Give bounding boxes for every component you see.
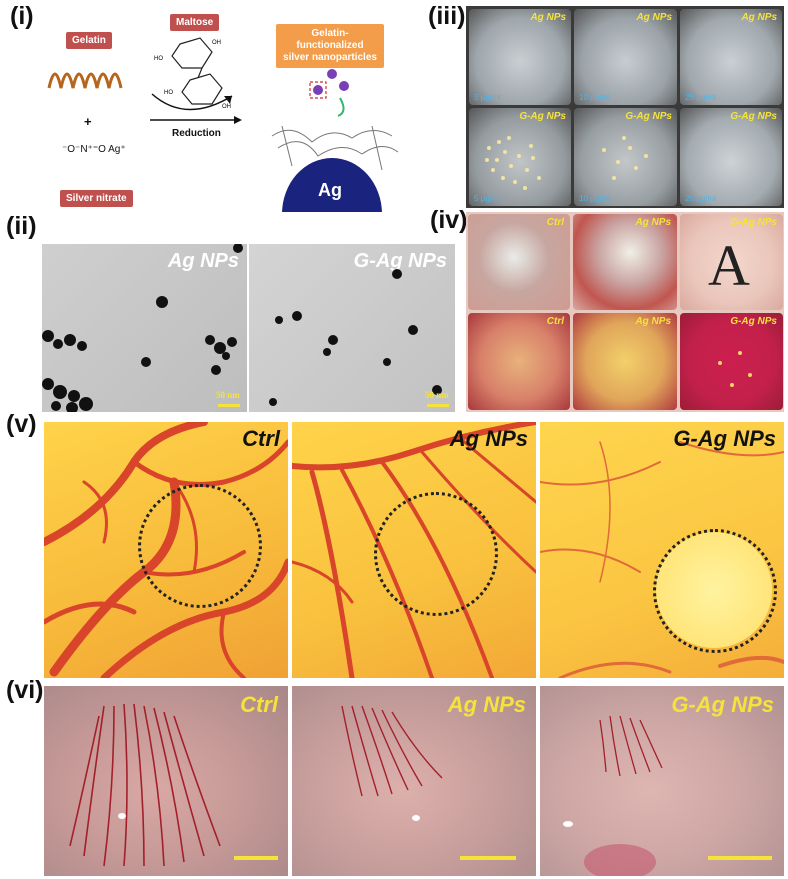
- dish-ag-25: Ag NPs 25 μg/ml: [680, 9, 782, 105]
- reduction-label: Reduction: [172, 128, 221, 139]
- letter-a: A: [708, 233, 750, 298]
- cam-ag: Ag NPs: [292, 422, 536, 678]
- ag-label: Ag: [318, 180, 342, 200]
- svg-text:HO: HO: [164, 90, 173, 96]
- panel-label-iv: (iv): [430, 206, 468, 234]
- product-tag: Gelatin-functionalized silver nanopartic…: [276, 24, 384, 68]
- colonies-dense-icon: [485, 136, 541, 190]
- vessels-sparse-icon: [540, 441, 784, 678]
- dish-gag-10: G-Ag NPs 10 μg/ml: [574, 108, 677, 206]
- svg-text:HO: HO: [154, 56, 163, 62]
- wound-ctrl: Ctrl: [468, 214, 570, 310]
- nitrate-formula: ⁻O⁻N⁺⁼O Ag⁺: [62, 144, 126, 155]
- circle-ag: [374, 492, 498, 616]
- silver-nanoparticle-icon: [271, 69, 399, 212]
- tem-ag-particles-icon: [42, 244, 243, 412]
- scale-bar-vi-ctrl: [234, 856, 278, 860]
- wound-ag: Ag NPs: [573, 214, 677, 310]
- wound-gag: G-Ag NPs A: [680, 214, 783, 310]
- plus-sign: +: [84, 114, 92, 129]
- cam-gag: G-Ag NPs: [540, 422, 784, 678]
- colonies-few-icon: [718, 351, 752, 387]
- scale-bar-vi-ag: [460, 856, 516, 860]
- cornea-vessels-sparse-icon: [563, 715, 663, 876]
- silver-nitrate-tag: Silver nitrate: [60, 190, 133, 207]
- panel-label-i: (i): [10, 2, 34, 30]
- colonies-sparse-icon: [602, 136, 648, 180]
- agar-ctrl: Ctrl: [468, 313, 570, 410]
- agar-gag: G-Ag NPs: [680, 313, 783, 410]
- panel-label-ii: (ii): [6, 212, 37, 240]
- maltose-structure-icon: HO OH HO OH: [154, 37, 231, 110]
- agar-ag: Ag NPs: [573, 313, 677, 410]
- circle-gag: [653, 529, 777, 653]
- cam-ctrl: Ctrl: [44, 422, 288, 678]
- panel-label-v: (v): [6, 410, 37, 438]
- reduction-arrow-icon: [150, 93, 242, 124]
- tem-gag-particles-icon: [269, 269, 442, 406]
- cornea-gag: G-Ag NPs: [540, 686, 784, 876]
- tem-gag-image: G-Ag NPs 50 nm: [249, 244, 455, 412]
- gelatin-wave-icon: [47, 72, 123, 89]
- scale-bar-ag: [218, 404, 240, 407]
- cornea-vessels-medium-icon: [341, 705, 443, 821]
- gelatin-tag: Gelatin: [66, 32, 112, 49]
- panel-label-iii: (iii): [428, 2, 466, 30]
- svg-text:OH: OH: [212, 40, 221, 46]
- circle-ctrl: [138, 484, 262, 608]
- dish-gag-25: G-Ag NPs 25 μg/ml: [680, 108, 782, 206]
- scale-bar-gag: [427, 404, 449, 407]
- dish-ag-5: Ag NPs 5 μg/ml: [469, 9, 571, 105]
- scale-bar-vi-gag: [708, 856, 772, 860]
- panel-label-vi: (vi): [6, 676, 44, 704]
- dish-ag-10: Ag NPs 10 μg/ml: [574, 9, 677, 105]
- cornea-ag: Ag NPs: [292, 686, 536, 876]
- svg-text:OH: OH: [222, 104, 231, 110]
- cornea-ctrl: Ctrl: [44, 686, 288, 876]
- dish-gag-5: G-Ag NPs 5 μg/ml: [469, 108, 571, 206]
- maltose-tag: Maltose: [170, 14, 220, 31]
- tem-ag-image: Ag NPs 50 nm: [42, 244, 247, 412]
- cornea-vessels-dense-icon: [69, 703, 221, 867]
